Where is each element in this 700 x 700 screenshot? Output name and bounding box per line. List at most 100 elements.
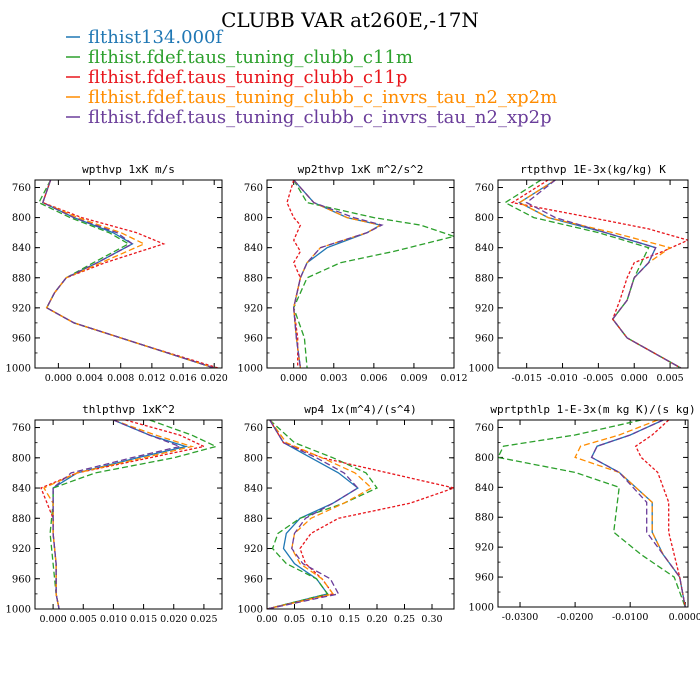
- x-tick-label: -0.010: [547, 373, 577, 384]
- y-tick-label: 840: [475, 243, 494, 254]
- panel-title: rtpthvp 1E-3x(kg/kg) K: [520, 163, 666, 176]
- y-tick-label: 760: [475, 423, 494, 434]
- x-tick-label: 0.0000: [669, 612, 700, 623]
- y-tick-label: 920: [475, 543, 494, 554]
- y-tick-label: 760: [244, 183, 263, 194]
- legend-entry: flthist.fdef.taus_tuning_clubb_c11p: [88, 67, 407, 88]
- y-tick-label: 840: [475, 483, 494, 494]
- panel-frame: [497, 179, 689, 369]
- series-line-5: [590, 420, 686, 607]
- y-tick-label: 880: [244, 514, 263, 525]
- x-tick-label: 0.005: [656, 373, 683, 384]
- series-line-5: [52, 420, 183, 609]
- series-line-5: [525, 180, 682, 368]
- series-group: [267, 420, 454, 609]
- y-tick-label: 840: [244, 484, 263, 495]
- x-tick-label: 0.000: [280, 373, 307, 384]
- x-tick-label: 0.00: [256, 614, 277, 625]
- x-tick-label: -0.015: [511, 373, 541, 384]
- x-tick-label: 0.009: [400, 373, 427, 384]
- legend-entry: flthist.fdef.taus_tuning_clubb_c_invrs_t…: [88, 87, 557, 108]
- legend-entry: flthist134.000f: [88, 27, 223, 48]
- panel-3: rtpthvp 1E-3x(kg/kg) K 760 800 840 880 920 960…: [469, 163, 689, 384]
- series-line-5: [293, 180, 384, 368]
- panel-5: wp4 1x(m^4)/(s^4)76080084088092096010000…: [238, 403, 455, 625]
- legend-entry: flthist.fdef.taus_tuning_clubb_c11m: [88, 47, 413, 68]
- y-tick-label: 920: [12, 303, 31, 314]
- y-tick-label: 1000: [469, 603, 494, 614]
- y-tick-label: 760: [475, 183, 494, 194]
- y-tick-label: 800: [12, 213, 31, 224]
- x-tick-label: 0.025: [190, 614, 217, 625]
- y-tick-label: 1000: [6, 364, 31, 375]
- y-tick-label: 920: [475, 303, 494, 314]
- panel-6: wprtpthlp 1-E-3x(m kg K)/(s kg) 760 800 840…: [469, 403, 700, 623]
- y-tick-label: 840: [12, 484, 31, 495]
- panel-frame: [34, 419, 223, 610]
- x-tick-label: 0.15: [339, 614, 360, 625]
- series-line-5: [41, 180, 215, 368]
- panel-2: wp2thvp 1xK m^2/s^2 760 800 840 880 920 960 100…: [238, 163, 468, 384]
- series-group: [40, 420, 218, 609]
- y-tick-label: 960: [244, 574, 263, 585]
- y-tick-label: 800: [475, 453, 494, 464]
- x-tick-label: 0.004: [76, 373, 103, 384]
- y-tick-label: 840: [244, 243, 263, 254]
- x-tick-label: 0.012: [440, 373, 467, 384]
- x-tick-label: 0.05: [284, 614, 305, 625]
- x-tick-label: 0.012: [138, 373, 165, 384]
- y-tick-label: 960: [244, 333, 263, 344]
- panel-frame: [266, 179, 455, 369]
- y-tick-label: 920: [244, 303, 263, 314]
- y-tick-label: 880: [475, 513, 494, 524]
- y-tick-label: 1000: [6, 605, 31, 616]
- series-group: [38, 180, 219, 368]
- series-group: [498, 420, 686, 607]
- panel-title: wpthvp 1xK m/s: [82, 163, 175, 176]
- x-tick-label: -0.0300: [502, 612, 538, 623]
- x-tick-label: 0.10: [311, 614, 332, 625]
- y-tick-label: 840: [12, 243, 31, 254]
- series-line-3: [510, 180, 688, 368]
- y-tick-label: 760: [244, 423, 263, 434]
- y-tick-label: 800: [12, 453, 31, 464]
- y-tick-label: 960: [475, 573, 494, 584]
- x-tick-label: 0.20: [366, 614, 387, 625]
- legend-entry: flthist.fdef.taus_tuning_clubb_c_invrs_t…: [88, 107, 552, 128]
- x-tick-label: 0.006: [360, 373, 387, 384]
- series-group: [503, 180, 688, 368]
- x-tick-label: 0.020: [201, 373, 228, 384]
- panel-frame: [497, 419, 689, 608]
- y-tick-label: 760: [12, 423, 31, 434]
- y-tick-label: 800: [475, 213, 494, 224]
- x-tick-label: -0.0200: [557, 612, 593, 623]
- x-tick-label: 0.30: [421, 614, 442, 625]
- y-tick-label: 1000: [238, 364, 263, 375]
- x-tick-label: 0.25: [394, 614, 415, 625]
- series-line-2: [498, 420, 686, 607]
- legend: flthist134.000fflthist.fdef.taus_tuning_…: [66, 27, 557, 128]
- panel-1: wpthvp 1xK m/s 760 800 840 880 920 960 1000 0.00…: [6, 163, 228, 384]
- y-tick-label: 960: [475, 333, 494, 344]
- panel-4: thlpthvp 1xK^2 760 800 840 880 920 960 1000 0.00…: [6, 403, 223, 625]
- series-line-3: [634, 420, 686, 607]
- y-tick-label: 1000: [469, 364, 494, 375]
- x-tick-label: 0.010: [100, 614, 127, 625]
- x-tick-label: -0.005: [583, 373, 613, 384]
- panel-title: wp4 1x(m^4)/(s^4): [304, 403, 417, 416]
- x-tick-label: 0.000: [45, 373, 72, 384]
- x-tick-label: 0.020: [160, 614, 187, 625]
- panel-frame: [34, 179, 223, 369]
- panel-title: thlpthvp 1xK^2: [82, 403, 175, 416]
- series-line-4: [267, 420, 373, 609]
- y-tick-label: 760: [12, 183, 31, 194]
- x-tick-label: 0.000: [621, 373, 648, 384]
- panel-frame: [266, 419, 455, 610]
- panel-title: wprtpthlp 1-E-3x(m kg K)/(s kg): [490, 403, 695, 416]
- series-line-2: [293, 180, 454, 368]
- series-line-4: [43, 420, 195, 609]
- x-tick-label: 0.015: [130, 614, 157, 625]
- x-tick-label: 0.016: [169, 373, 196, 384]
- series-line-2: [49, 420, 218, 609]
- figure-title: CLUBB VAR at260E,-17N: [221, 8, 479, 32]
